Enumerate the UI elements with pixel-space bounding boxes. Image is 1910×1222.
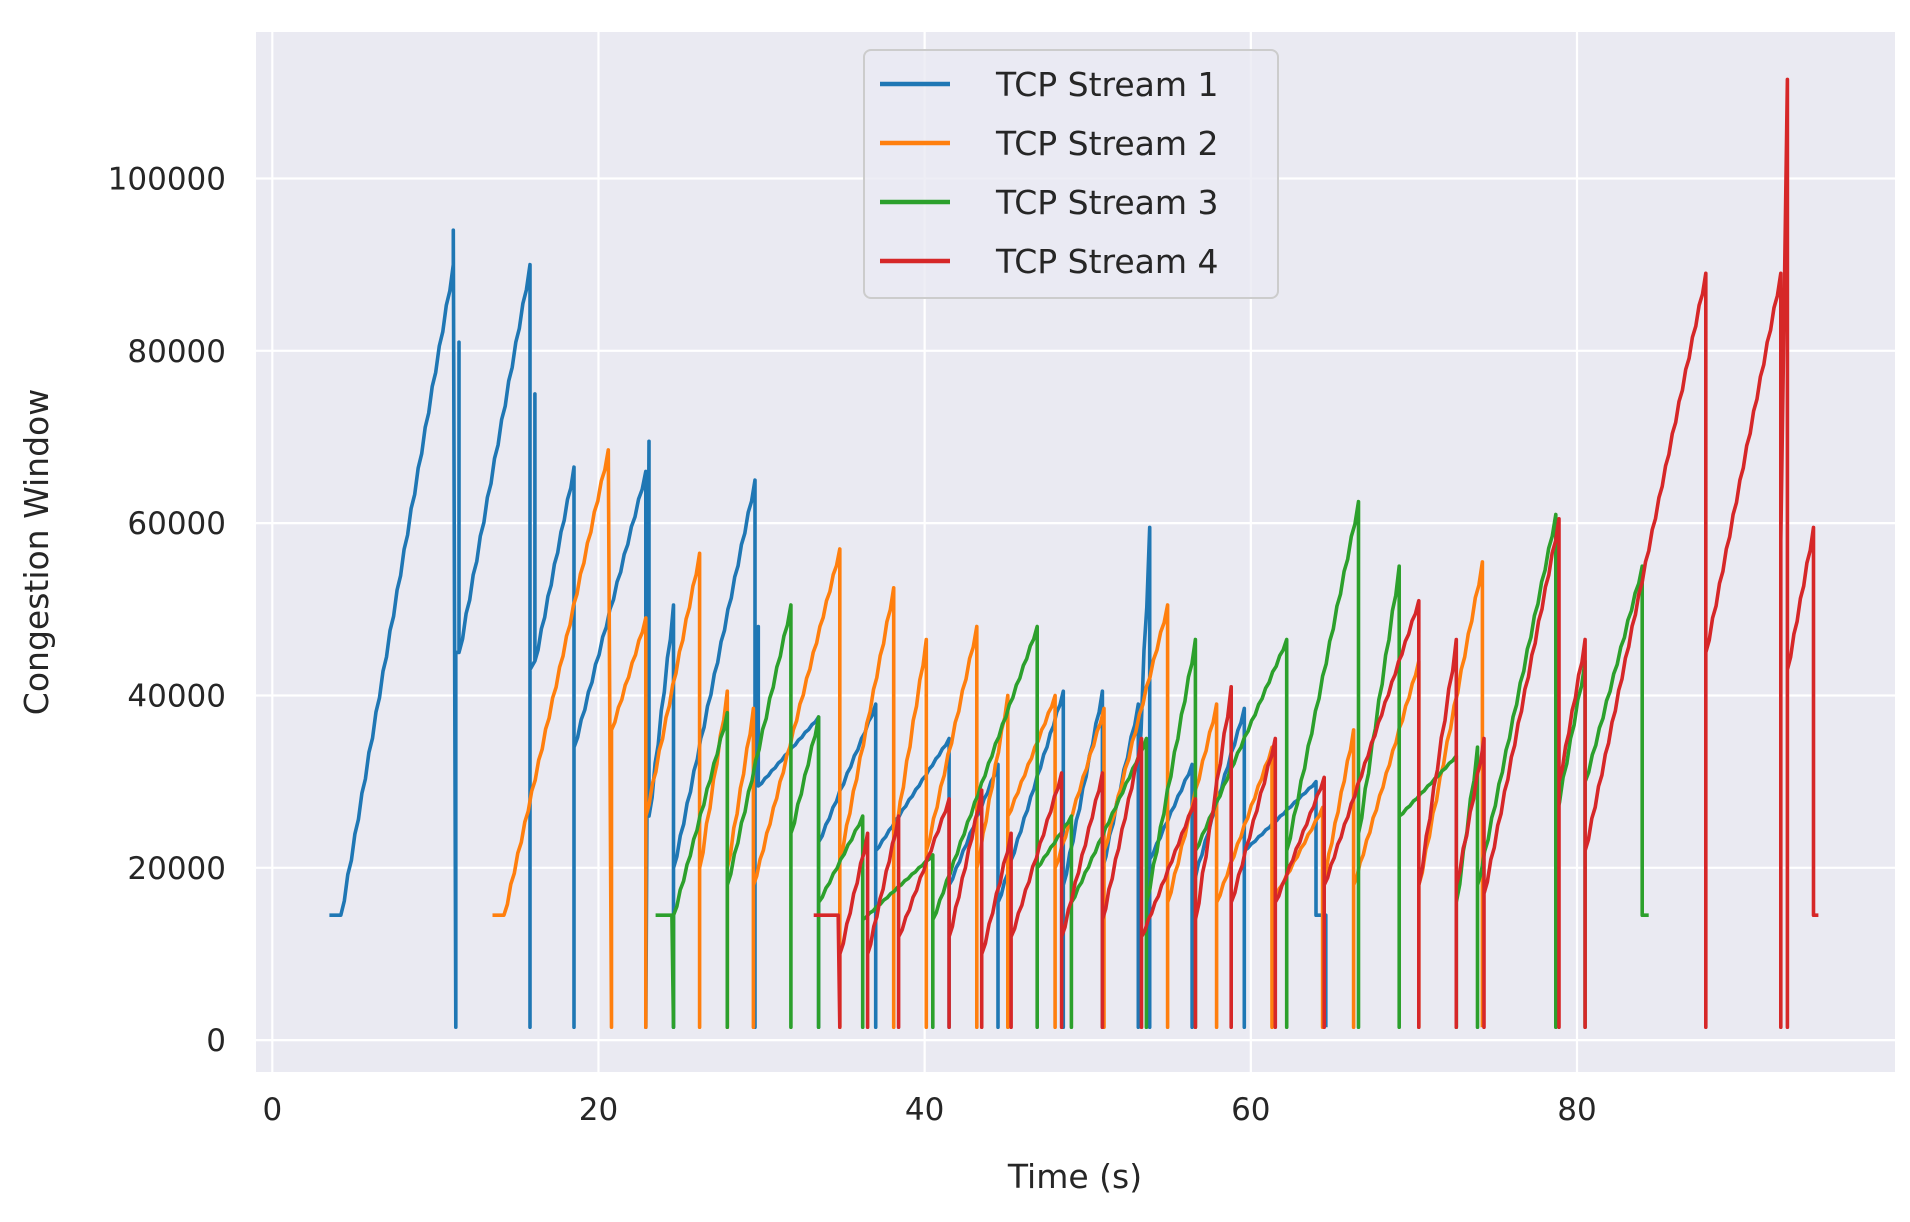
x-tick-label: 60 xyxy=(1231,1092,1270,1128)
series-line-1 xyxy=(329,228,1328,1029)
legend-label: TCP Stream 3 xyxy=(995,183,1219,222)
legend-label: TCP Stream 2 xyxy=(995,124,1219,163)
x-tick-label: 20 xyxy=(579,1092,618,1128)
legend-label: TCP Stream 4 xyxy=(995,242,1219,281)
legend: TCP Stream 1 TCP Stream 2 TCP Stream 3 TCP … xyxy=(863,49,1279,299)
y-tick-label: 0 xyxy=(206,1023,226,1059)
series-line-3 xyxy=(655,499,1649,1029)
x-tick-label: 0 xyxy=(262,1092,282,1128)
x-axis-label: Time (s) xyxy=(1007,1157,1142,1196)
x-tick-label: 40 xyxy=(905,1092,944,1128)
y-tick-label: 20000 xyxy=(127,851,226,887)
y-tick-label: 40000 xyxy=(127,678,226,714)
legend-box xyxy=(863,49,1279,299)
y-axis-label: Congestion Window xyxy=(17,389,56,715)
y-tick-label: 80000 xyxy=(127,334,226,370)
series-layer xyxy=(329,77,1819,1029)
y-tick-label: 100000 xyxy=(108,161,226,197)
tick-labels: 0 20 40 60 80 0 20000 40000 60000 80000 100000 xyxy=(108,161,1597,1128)
x-tick-label: 80 xyxy=(1557,1092,1596,1128)
legend-label: TCP Stream 1 xyxy=(995,65,1219,104)
series-line-4 xyxy=(813,77,1819,1029)
y-tick-label: 60000 xyxy=(127,506,226,542)
